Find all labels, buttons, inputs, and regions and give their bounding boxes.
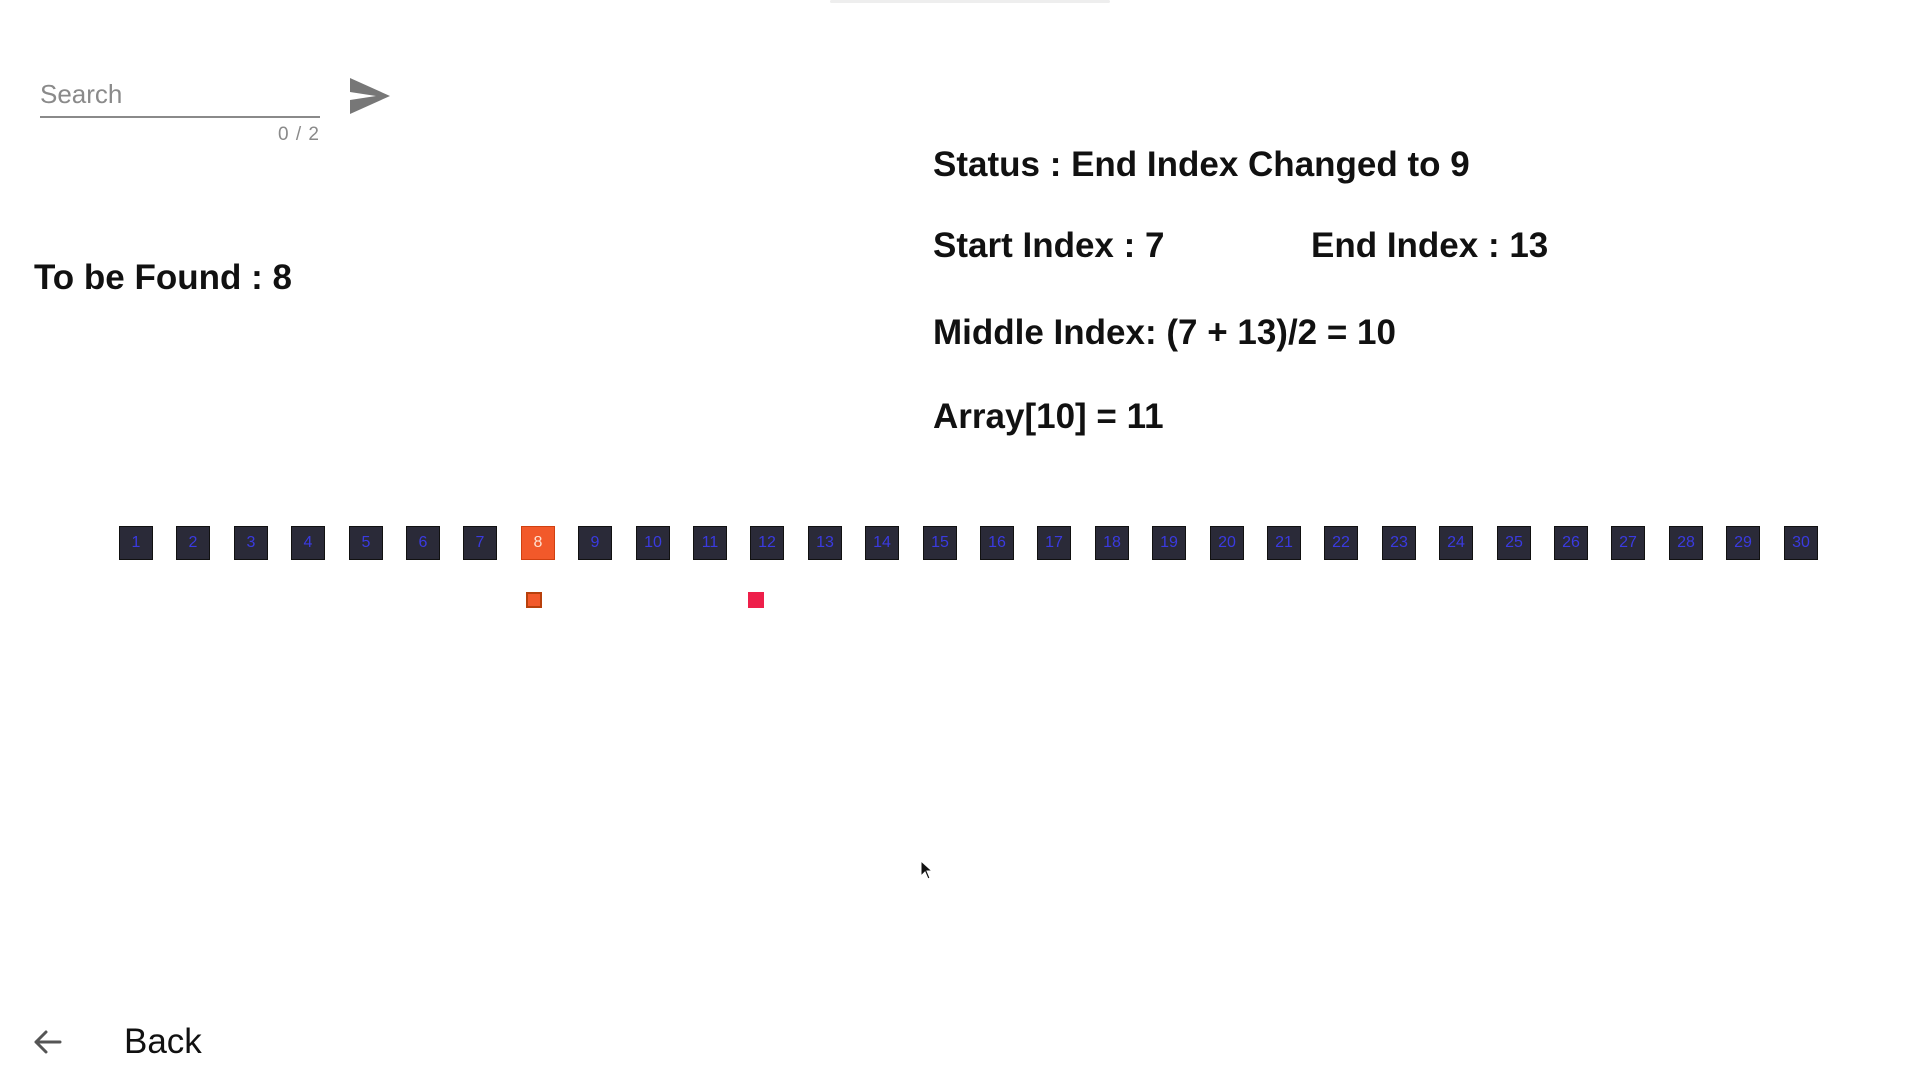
- array-cell[interactable]: 25: [1497, 526, 1531, 560]
- array-cell[interactable]: 5: [349, 526, 383, 560]
- mouse-cursor-icon: [920, 860, 934, 880]
- array-cell[interactable]: 4: [291, 526, 325, 560]
- array-cell[interactable]: 30: [1784, 526, 1818, 560]
- array-cell[interactable]: 23: [1382, 526, 1416, 560]
- start-index-marker: [526, 592, 542, 608]
- send-icon: [350, 78, 390, 114]
- end-index-text: End Index : 13: [1311, 226, 1549, 265]
- array-cell[interactable]: 9: [578, 526, 612, 560]
- array-cell[interactable]: 21: [1267, 526, 1301, 560]
- array-cell[interactable]: 16: [980, 526, 1014, 560]
- to-be-found-label: To be Found : 8: [34, 258, 292, 297]
- start-index-text: Start Index : 7: [933, 226, 1165, 265]
- search-char-counter: 0 / 2: [278, 124, 320, 145]
- array-cell[interactable]: 15: [923, 526, 957, 560]
- array-cell[interactable]: 14: [865, 526, 899, 560]
- array-cell[interactable]: 7: [463, 526, 497, 560]
- array-cell[interactable]: 27: [1611, 526, 1645, 560]
- array-cell[interactable]: 12: [750, 526, 784, 560]
- array-cell[interactable]: 18: [1095, 526, 1129, 560]
- array-cell[interactable]: 1: [119, 526, 153, 560]
- array-cell[interactable]: 2: [176, 526, 210, 560]
- back-label: Back: [124, 1022, 202, 1061]
- back-button[interactable]: Back: [30, 1018, 202, 1066]
- array-cell[interactable]: 22: [1324, 526, 1358, 560]
- array-cell[interactable]: 20: [1210, 526, 1244, 560]
- array-cell[interactable]: 28: [1669, 526, 1703, 560]
- middle-index-text: Middle Index: (7 + 13)/2 = 10: [933, 313, 1396, 352]
- array-cell[interactable]: 13: [808, 526, 842, 560]
- array-cell[interactable]: 19: [1152, 526, 1186, 560]
- search-box: 0 / 2: [40, 72, 320, 145]
- search-submit-button[interactable]: [348, 76, 392, 116]
- arrow-left-icon: [34, 1030, 62, 1054]
- array-cell[interactable]: 29: [1726, 526, 1760, 560]
- array-cell[interactable]: 26: [1554, 526, 1588, 560]
- array-cell[interactable]: 11: [693, 526, 727, 560]
- array-cell[interactable]: 17: [1037, 526, 1071, 560]
- array-cell[interactable]: 10: [636, 526, 670, 560]
- array-cell[interactable]: 8: [521, 526, 555, 560]
- array-cell[interactable]: 6: [406, 526, 440, 560]
- top-bar-hint: [830, 0, 1110, 3]
- array-cell[interactable]: 3: [234, 526, 268, 560]
- array-value-text: Array[10] = 11: [933, 397, 1164, 436]
- search-input[interactable]: [40, 72, 320, 118]
- middle-index-marker: [748, 592, 764, 608]
- status-text: Status : End Index Changed to 9: [933, 145, 1470, 184]
- array-cell[interactable]: 24: [1439, 526, 1473, 560]
